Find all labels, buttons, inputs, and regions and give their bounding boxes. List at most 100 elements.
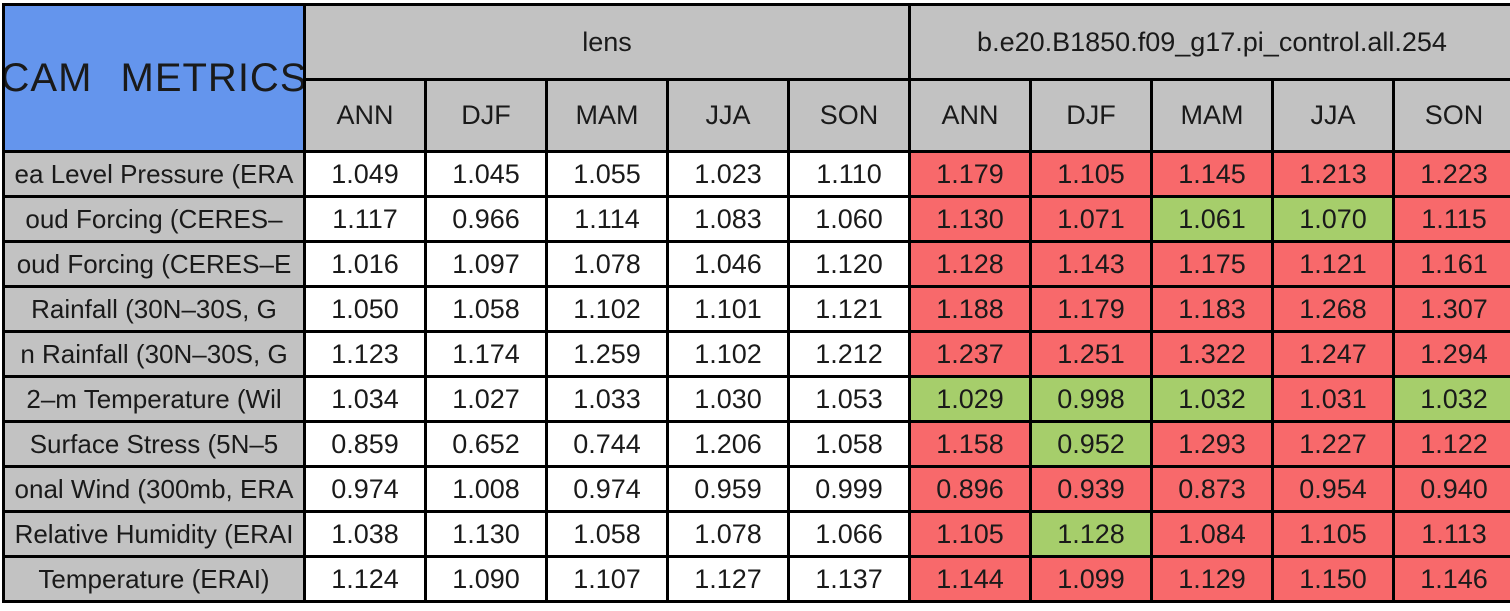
lens-value-cell: 0.999: [790, 468, 908, 510]
control-value-cell: 1.175: [1153, 243, 1271, 285]
lens-value-cell: 0.859: [306, 423, 424, 465]
season-header-son: SON: [1395, 81, 1510, 150]
lens-value-cell: 1.053: [790, 378, 908, 420]
control-value-cell: 1.121: [1274, 243, 1392, 285]
control-value-cell: 1.183: [1153, 288, 1271, 330]
row-label-ocean-rainfall: n Rainfall (30N–30S, G: [5, 333, 303, 375]
control-value-cell: 1.322: [1153, 333, 1271, 375]
lens-value-cell: 1.078: [548, 243, 666, 285]
row-label-sea-level-pressure: ea Level Pressure (ERA: [5, 153, 303, 195]
control-value-cell: 0.896: [911, 468, 1029, 510]
lens-value-cell: 1.123: [306, 333, 424, 375]
control-value-cell: 0.954: [1274, 468, 1392, 510]
season-header-ann: ANN: [911, 81, 1029, 150]
control-value-cell: 1.031: [1274, 378, 1392, 420]
control-value-cell: 1.223: [1395, 153, 1510, 195]
row-label-sw-cloud-forcing: oud Forcing (CERES–: [5, 198, 303, 240]
lens-value-cell: 1.066: [790, 513, 908, 555]
lens-value-cell: 1.130: [427, 513, 545, 555]
lens-value-cell: 1.121: [790, 288, 908, 330]
control-value-cell: 1.105: [1274, 513, 1392, 555]
control-value-cell: 1.115: [1395, 198, 1510, 240]
control-value-cell: 0.939: [1032, 468, 1150, 510]
lens-value-cell: 1.033: [548, 378, 666, 420]
control-value-cell: 1.113: [1395, 513, 1510, 555]
lens-value-cell: 1.114: [548, 198, 666, 240]
lens-value-cell: 1.046: [669, 243, 787, 285]
lens-value-cell: 1.083: [669, 198, 787, 240]
control-value-cell: 1.145: [1153, 153, 1271, 195]
lens-value-cell: 0.652: [427, 423, 545, 465]
row-label-land-rainfall: Rainfall (30N–30S, G: [5, 288, 303, 330]
lens-value-cell: 1.102: [548, 288, 666, 330]
lens-value-cell: 1.212: [790, 333, 908, 375]
lens-value-cell: 1.030: [669, 378, 787, 420]
cam-metrics-table: CAM METRICS lens b.e20.B1850.f09_g17.pi_…: [2, 3, 1510, 603]
control-value-cell: 1.071: [1032, 198, 1150, 240]
control-value-cell: 1.099: [1032, 558, 1150, 600]
lens-value-cell: 1.023: [669, 153, 787, 195]
season-header-mam: MAM: [548, 81, 666, 150]
lens-value-cell: 0.744: [548, 423, 666, 465]
group-header-control-run: b.e20.B1850.f09_g17.pi_control.all.254: [911, 6, 1510, 78]
control-value-cell: 1.150: [1274, 558, 1392, 600]
lens-value-cell: 1.055: [548, 153, 666, 195]
season-header-djf: DJF: [1032, 81, 1150, 150]
control-value-cell: 1.158: [911, 423, 1029, 465]
control-value-cell: 1.247: [1274, 333, 1392, 375]
control-value-cell: 1.213: [1274, 153, 1392, 195]
control-value-cell: 1.128: [1032, 513, 1150, 555]
season-header-son: SON: [790, 81, 908, 150]
lens-value-cell: 1.117: [306, 198, 424, 240]
control-value-cell: 1.294: [1395, 333, 1510, 375]
lens-value-cell: 0.959: [669, 468, 787, 510]
lens-value-cell: 1.137: [790, 558, 908, 600]
control-value-cell: 1.129: [1153, 558, 1271, 600]
control-value-cell: 1.179: [911, 153, 1029, 195]
control-value-cell: 1.293: [1153, 423, 1271, 465]
lens-value-cell: 1.107: [548, 558, 666, 600]
lens-value-cell: 1.102: [669, 333, 787, 375]
lens-value-cell: 1.078: [669, 513, 787, 555]
lens-value-cell: 1.097: [427, 243, 545, 285]
control-value-cell: 1.307: [1395, 288, 1510, 330]
control-value-cell: 1.084: [1153, 513, 1271, 555]
control-value-cell: 1.061: [1153, 198, 1271, 240]
lens-value-cell: 1.206: [669, 423, 787, 465]
row-label-2m-temperature: 2–m Temperature (Wil: [5, 378, 303, 420]
lens-value-cell: 1.058: [427, 288, 545, 330]
lens-value-cell: 1.174: [427, 333, 545, 375]
control-value-cell: 0.940: [1395, 468, 1510, 510]
control-value-cell: 1.227: [1274, 423, 1392, 465]
lens-value-cell: 1.060: [790, 198, 908, 240]
lens-value-cell: 1.050: [306, 288, 424, 330]
lens-value-cell: 0.974: [306, 468, 424, 510]
row-label-surface-stress: Surface Stress (5N–5: [5, 423, 303, 465]
control-value-cell: 0.952: [1032, 423, 1150, 465]
control-value-cell: 1.268: [1274, 288, 1392, 330]
control-value-cell: 1.032: [1153, 378, 1271, 420]
control-value-cell: 1.105: [1032, 153, 1150, 195]
lens-value-cell: 1.016: [306, 243, 424, 285]
lens-value-cell: 1.038: [306, 513, 424, 555]
lens-value-cell: 1.090: [427, 558, 545, 600]
season-header-mam: MAM: [1153, 81, 1271, 150]
control-value-cell: 1.070: [1274, 198, 1392, 240]
group-header-lens: lens: [306, 6, 908, 78]
control-value-cell: 1.130: [911, 198, 1029, 240]
lens-value-cell: 1.045: [427, 153, 545, 195]
control-value-cell: 1.179: [1032, 288, 1150, 330]
lens-value-cell: 1.110: [790, 153, 908, 195]
lens-value-cell: 0.974: [548, 468, 666, 510]
lens-value-cell: 1.008: [427, 468, 545, 510]
control-value-cell: 1.161: [1395, 243, 1510, 285]
lens-value-cell: 1.034: [306, 378, 424, 420]
row-label-relative-humidity: Relative Humidity (ERAI: [5, 513, 303, 555]
lens-value-cell: 1.058: [790, 423, 908, 465]
control-value-cell: 1.105: [911, 513, 1029, 555]
lens-value-cell: 1.259: [548, 333, 666, 375]
control-value-cell: 0.998: [1032, 378, 1150, 420]
lens-value-cell: 1.120: [790, 243, 908, 285]
control-value-cell: 1.128: [911, 243, 1029, 285]
